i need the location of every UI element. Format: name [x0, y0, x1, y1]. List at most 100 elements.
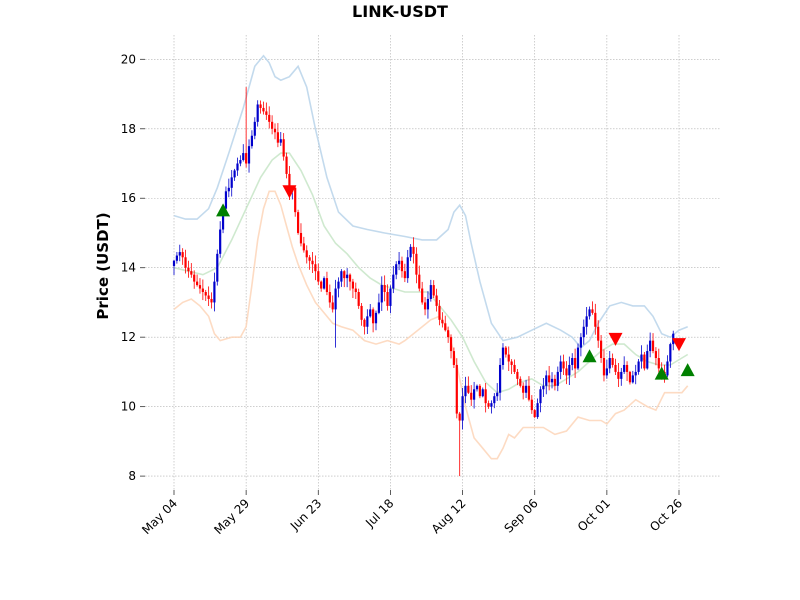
candle	[579, 333, 582, 357]
candle-body	[516, 371, 519, 379]
y-tick-label: 16	[121, 191, 136, 205]
candle-body	[213, 281, 216, 303]
candle-body	[542, 385, 545, 390]
candle	[172, 259, 176, 276]
candle	[331, 295, 334, 313]
candle-body	[305, 250, 308, 258]
candle	[421, 281, 424, 305]
candle-body	[649, 340, 652, 352]
candle	[666, 355, 669, 378]
y-tick-label: 8	[128, 469, 136, 483]
candle	[279, 132, 282, 146]
sell-marker	[282, 185, 297, 199]
candle-body	[628, 371, 632, 383]
candle-body	[475, 385, 479, 390]
candle-body	[418, 274, 421, 289]
candle	[461, 388, 464, 430]
candle-body	[470, 392, 473, 400]
candle	[369, 304, 372, 318]
y-tick-label: 10	[121, 400, 136, 414]
candle	[617, 363, 620, 388]
sell-marker	[608, 332, 623, 346]
candle-body	[247, 146, 251, 164]
candle-body	[328, 292, 331, 303]
candle-body	[556, 371, 559, 386]
candle	[562, 354, 565, 375]
candle-body	[331, 302, 334, 310]
candle	[418, 265, 421, 292]
candle	[447, 326, 450, 343]
candle	[230, 170, 233, 197]
candle	[314, 255, 317, 281]
x-tick-label: Aug 12	[429, 496, 469, 536]
candle	[400, 256, 404, 278]
candle-body	[377, 302, 380, 313]
candle	[507, 346, 510, 371]
candle	[493, 393, 496, 409]
candle-body	[221, 208, 225, 230]
candle	[582, 319, 585, 345]
candle	[475, 384, 479, 392]
candle	[337, 277, 340, 298]
y-tick-label: 14	[121, 261, 136, 275]
candle	[374, 310, 378, 331]
candle	[487, 400, 490, 409]
candle-body	[389, 288, 392, 306]
candle	[628, 370, 632, 385]
candle-body	[400, 260, 404, 272]
candle	[351, 278, 355, 299]
candle	[643, 351, 646, 371]
candle-body	[325, 278, 329, 293]
candle-body	[501, 347, 505, 365]
candle-body	[565, 368, 568, 376]
candle-body	[380, 285, 383, 303]
candle-body	[429, 285, 432, 299]
candle-body	[637, 361, 640, 372]
candle	[599, 334, 603, 363]
candle	[637, 358, 640, 375]
candle	[380, 276, 383, 311]
candle	[317, 263, 320, 286]
candle	[360, 303, 363, 326]
candle	[565, 361, 568, 385]
candle	[654, 347, 658, 366]
candle	[522, 382, 525, 400]
candle	[452, 347, 456, 369]
candle	[574, 348, 577, 378]
candle	[536, 398, 539, 419]
candle	[524, 379, 528, 398]
candle	[259, 100, 262, 114]
candle-body	[643, 354, 646, 369]
candle	[195, 274, 199, 287]
candle-body	[467, 385, 470, 393]
candle	[311, 252, 314, 274]
candle	[591, 301, 594, 315]
lower-band-line	[173, 190, 689, 460]
candle-body	[617, 371, 620, 379]
candle-body	[216, 253, 219, 282]
candle-body	[458, 413, 461, 421]
candle	[597, 320, 600, 348]
candle	[651, 333, 655, 354]
buy-marker	[216, 203, 231, 217]
candle-body	[487, 403, 490, 407]
candle-body	[646, 351, 649, 369]
middle-band-line	[173, 152, 689, 394]
candle-body	[351, 281, 355, 289]
signal-markers	[216, 185, 695, 380]
candle-body	[539, 389, 542, 404]
candle	[346, 268, 349, 288]
x-tick-label: Jun 23	[287, 496, 324, 533]
candle	[354, 282, 357, 299]
candle	[282, 133, 285, 161]
candle	[649, 332, 652, 358]
candle-body	[392, 274, 395, 289]
candle-body	[449, 337, 453, 352]
candle-body	[591, 309, 594, 313]
candle-body	[490, 403, 493, 407]
candle-body	[233, 170, 236, 178]
candle	[490, 400, 493, 414]
candle	[328, 284, 331, 308]
candle	[646, 344, 649, 370]
